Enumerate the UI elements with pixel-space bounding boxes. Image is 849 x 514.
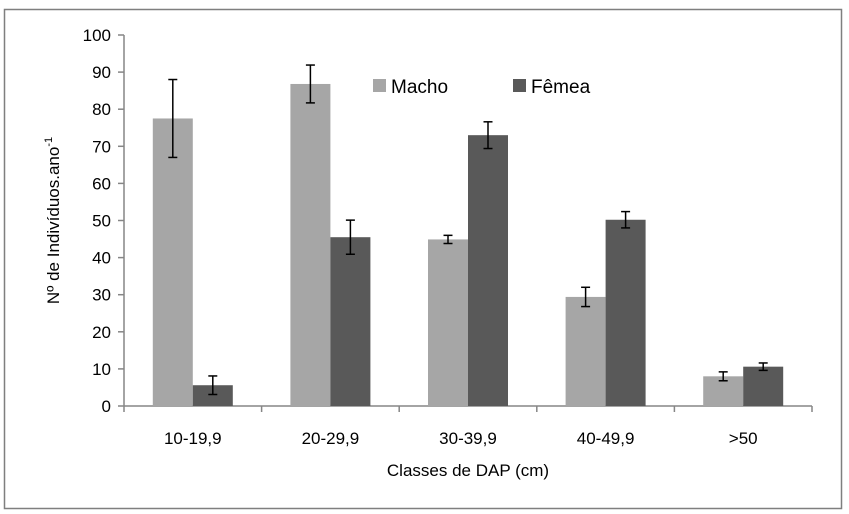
- y-tick-label: 80: [92, 100, 111, 119]
- bars: [152, 83, 784, 407]
- bar-femea: [468, 135, 508, 407]
- legend-swatch-femea: [513, 79, 526, 92]
- bar-macho: [152, 118, 193, 406]
- y-tick-label: 20: [92, 323, 111, 342]
- y-axis-title-superscript: -1: [43, 137, 55, 147]
- y-axis-title: Nº de Indivíduos.ano-1: [43, 137, 63, 304]
- legend: Macho Fêmea: [373, 77, 591, 98]
- y-tick-label: 70: [92, 137, 111, 156]
- x-category-label: >50: [729, 429, 758, 448]
- y-axis: 0 10 20 30 40 50 60 70 80 90 100: [83, 26, 125, 416]
- bar-macho: [565, 296, 606, 406]
- legend-label-femea: Fêmea: [531, 77, 591, 98]
- y-tick-label: 10: [92, 360, 111, 379]
- x-axis-title: Classes de DAP (cm): [387, 461, 549, 480]
- y-tick-label: 30: [92, 286, 111, 305]
- y-tick-label: 90: [92, 63, 111, 82]
- chart-frame: [3, 8, 843, 510]
- legend-swatch-macho: [373, 79, 386, 92]
- bar-femea: [605, 219, 646, 406]
- bar-macho: [428, 239, 468, 406]
- y-tick-label: 60: [92, 174, 111, 193]
- bar-femea: [330, 237, 371, 406]
- x-category-label: 10-19,9: [164, 429, 222, 448]
- x-category-label: 30-39,9: [439, 429, 497, 448]
- bar-femea: [192, 385, 233, 406]
- y-tick-label: 100: [83, 26, 111, 45]
- y-tick-label: 50: [92, 212, 111, 231]
- error-bars: [168, 64, 768, 396]
- x-axis: 10-19,9 20-29,9 30-39,9 40-49,9 >50: [123, 405, 813, 448]
- y-tick-label: 0: [102, 397, 111, 416]
- y-axis-title-main: Nº de Indivíduos.ano: [44, 147, 63, 304]
- y-tick-label: 40: [92, 249, 111, 268]
- legend-label-macho: Macho: [391, 77, 448, 98]
- bar-femea: [743, 366, 784, 406]
- bar-macho: [290, 83, 331, 407]
- x-category-label: 20-29,9: [302, 429, 360, 448]
- x-category-label: 40-49,9: [577, 429, 635, 448]
